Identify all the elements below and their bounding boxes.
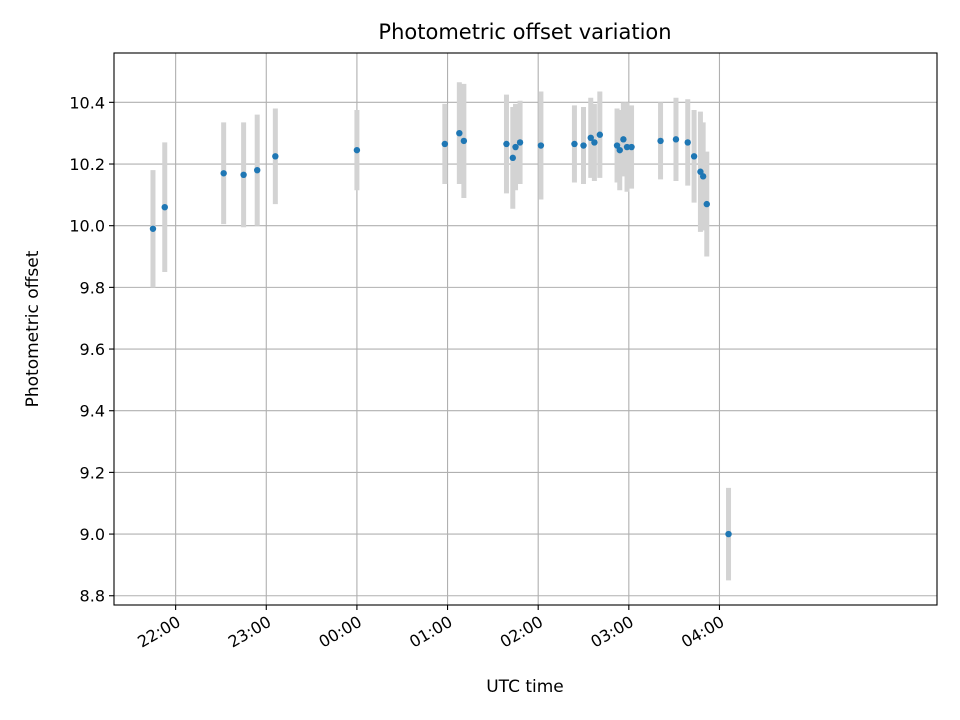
y-tick-label: 9.0: [80, 525, 105, 544]
data-point: [503, 140, 510, 148]
data-point: [516, 139, 524, 146]
data-point: [456, 129, 463, 137]
data-point: [596, 131, 604, 138]
data-point: [580, 142, 587, 149]
y-tick-label: 9.2: [80, 463, 105, 482]
data-point: [616, 146, 623, 154]
data-point: [690, 153, 698, 160]
y-tick-label: 9.8: [80, 278, 105, 297]
y-tick-label: 10.0: [69, 217, 105, 236]
y-tick-label: 9.4: [80, 402, 105, 421]
data-point: [725, 530, 732, 538]
chart-title: Photometric offset variation: [378, 20, 671, 44]
data-point: [571, 140, 578, 148]
data-point: [703, 200, 710, 208]
data-point: [509, 154, 517, 162]
x-axis-label: UTC time: [486, 677, 564, 697]
data-point: [623, 143, 631, 151]
data-point: [220, 170, 227, 177]
data-point: [149, 225, 157, 232]
data-point: [591, 139, 598, 146]
data-point: [240, 171, 247, 179]
data-point: [684, 139, 691, 146]
y-axis-ticks: 8.8 9.0 9.2 9.4 9.6 9.8 10.0 10.2 10.4: [69, 93, 114, 606]
data-point: [697, 168, 704, 175]
data-point: [537, 142, 545, 149]
data-point: [512, 143, 519, 151]
y-tick-label: 9.6: [80, 340, 105, 359]
data-point: [620, 136, 627, 143]
data-point: [587, 134, 594, 142]
data-point: [657, 137, 664, 145]
data-point: [460, 137, 468, 145]
data-point: [161, 203, 168, 211]
y-tick-label: 8.8: [80, 587, 105, 606]
data-point: [441, 140, 449, 148]
y-tick-label: 10.2: [69, 155, 105, 174]
plot-frame: [113, 52, 938, 606]
data-point: [699, 173, 707, 180]
data-point: [672, 136, 680, 143]
y-tick-label: 10.4: [69, 93, 105, 112]
data-point: [628, 143, 635, 151]
y-axis-label: Photometric offset: [23, 250, 43, 407]
data-point: [272, 153, 279, 160]
data-points: [149, 129, 732, 538]
data-point: [254, 166, 261, 174]
data-point: [613, 142, 621, 149]
data-point: [353, 146, 361, 154]
